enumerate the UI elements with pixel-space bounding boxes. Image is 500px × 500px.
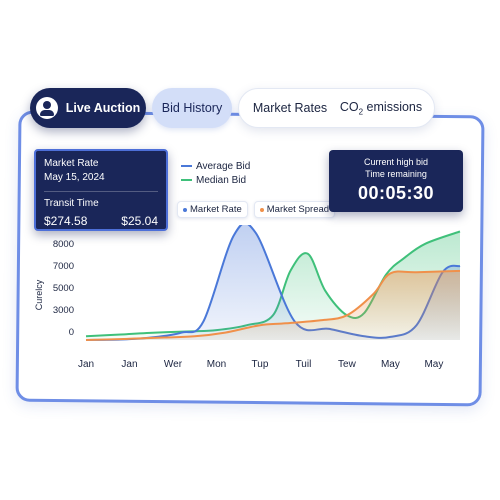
tab-live-auction[interactable]: Live Auction [30,88,146,128]
card-divider [44,191,158,192]
tab-group: Market Rates CO2 emissions [238,88,435,128]
tab-bid-history-label: Bid History [161,101,223,115]
x-tick-label: Mon [207,359,226,370]
legend-item-average-bid: Average Bid [181,159,250,173]
filter-market-spread[interactable]: Market Spread [253,201,336,218]
filter-market-rate-label: Market Rate [190,204,242,215]
legend-average-bid-label: Average Bid [196,160,251,172]
average-bid-swatch [181,165,192,167]
x-tick-label: Jan [78,359,94,370]
tab-co2-label: CO2 emissions [340,100,422,117]
tab-market-rates[interactable]: Market Rates [245,88,335,128]
series-filter: Market Rate Market Spread [177,201,336,218]
market-rate-spread: $25.04 [121,214,158,228]
x-tick-label: Tew [338,359,357,370]
x-tick-label: Tuil [296,359,312,370]
tab-co2-emissions[interactable]: CO2 emissions [335,88,427,128]
co2-subscript: 2 [358,107,364,117]
co2-suffix: emissions [363,99,423,114]
x-tick-label: May [424,359,443,370]
x-tick-label: Jan [121,359,137,370]
chart-legend: Average Bid Median Bid [181,159,250,187]
market-spread-dot [259,207,264,212]
auction-timer-card: Current high bid Time remaining 00:05:30 [329,150,463,212]
tab-bid-history[interactable]: Bid History [152,88,232,128]
y-tick-label: 7000 [53,261,74,272]
x-tick-label: Wer [164,359,183,370]
market-rate-price: $274.58 [44,214,88,228]
y-tick-label: 8000 [53,239,74,250]
market-rate-dot [183,207,187,212]
transit-time-label: Transit Time [44,198,99,209]
user-icon [35,97,58,119]
current-high-bid-label: Current high bid [363,157,429,167]
median-bid-swatch [181,179,192,181]
x-tick-label: Tup [252,359,269,370]
x-tick-label: May [381,359,400,370]
series-line-median-bid [85,230,461,338]
market-rate-card: Market Rate May 15, 2024 Transit Time $2… [34,149,168,231]
y-axis-label: Curelcy [34,279,44,310]
legend-item-median-bid: Median Bid [181,173,250,187]
y-tick-label: 3000 [53,305,74,316]
countdown-timer: 00:05:30 [357,183,435,203]
bid-chart: Curelcy 8000 7000 5000 3000 0 Jan Jan Wer Mon Tup T… [34,225,461,370]
tab-market-rates-label: Market Rates [252,101,328,115]
series-line-market-spread [85,269,461,341]
tab-live-auction-label: Live Auction [65,101,141,115]
y-tick-label: 5000 [53,283,74,294]
y-tick-label: 0 [69,327,74,338]
market-rate-label: Market Rate [44,158,99,169]
legend-median-bid-label: Median Bid [196,174,247,186]
series-area-market-spread [86,270,460,340]
filter-market-rate[interactable]: Market Rate [177,201,248,218]
co2-prefix: CO [339,99,359,114]
market-rate-date: May 15, 2024 [44,172,105,183]
series-area-average-bid [86,225,460,340]
time-remaining-label: Time remaining [365,169,427,179]
filter-market-spread-label: Market Spread [266,204,330,215]
